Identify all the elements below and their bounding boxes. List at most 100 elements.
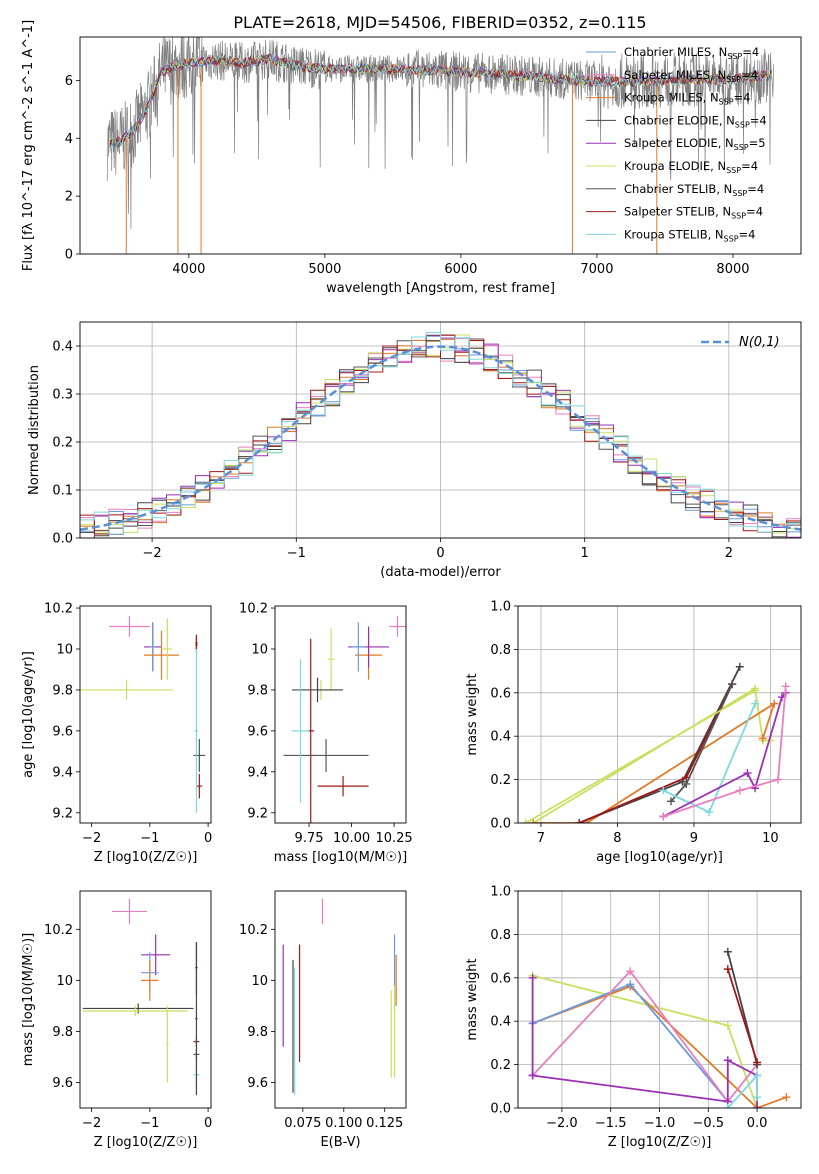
y-axis-label: age [log10(age/yr)] [21,651,36,778]
y-tick-label: 9.2 [247,806,268,821]
axes-mass_weight_vs_Z: −2.0 −1.5 −1.0 −0.5 0.0 0.0 0.2 0.4 0.6 0.8 1.0 Z [… [465,885,802,1150]
y-tick-label: 10 [56,974,73,989]
x-tick-label: 1 [581,546,589,561]
series-marker-salpeter_elodie [723,1056,732,1065]
y-tick-label: 0.2 [52,436,73,451]
legend-label-chabrier_stelib: Chabrier STELIB, NSSP=4 [624,182,764,198]
legend-label-salpeter_miles: Salpeter MILES, NSSP=4 [624,68,758,84]
x-axis-label: E(B-V) [320,1135,360,1150]
x-tick-label: 10 [762,831,779,846]
y-tick-label: 0.6 [490,971,511,986]
x-axis-label: Z [log10(Z/Z☉)] [94,1135,198,1150]
x-tick-label: 0.075 [284,1116,321,1131]
plot-area-age_vs_Z [80,616,206,813]
legend-label-chabrier_elodie: Chabrier ELODIE, NSSP=4 [624,113,767,129]
y-axis-label: Flux [fλ 10^-17 erg cm^-2 s^-1 A^-1] [21,20,36,271]
y-tick-label: 9.8 [52,683,73,698]
series-line-salpeter_miles [663,686,787,818]
x-tick-label: 6000 [444,262,477,277]
y-tick-label: 10 [251,974,268,989]
x-axis-label: Z [log10(Z/Z☉)] [94,850,198,865]
series-marker-kroupa_elodie [521,819,530,823]
y-tick-label: 0.0 [52,532,73,547]
y-tick-label: 0.6 [490,686,511,701]
y-tick-label: 6 [65,74,73,89]
x-tick-label: −2 [82,1116,101,1131]
legend-label-kroupa_miles: Kroupa MILES, NSSP=4 [624,91,750,107]
axes-frame [517,605,802,824]
series-marker-chabrier_miles [626,980,635,989]
axes-age_vs_mass: 9.75 10.00 10.25 9.2 9.4 9.6 9.8 10 10.2 mass [lo… [239,602,413,865]
series-marker-chabrier_stelib [728,680,737,689]
x-tick-label: 0 [436,546,444,561]
series-marker-chabrier_stelib [666,797,675,806]
series-marker-kroupa_stelib [659,786,668,795]
plot-area-mass_vs_Z [82,898,200,1096]
series-marker-salpeter_elodie [743,769,752,778]
model-spectrum-chabrier_stelib [109,52,772,147]
y-tick-label: 1.0 [490,885,511,900]
y-axis-label: Normed distribution [27,365,42,495]
axes-mass_vs_Z: −2 −1 0 9.6 9.8 10 10.2 Z [log10(Z/Z☉)] mass [lo… [21,890,212,1150]
series-line-kroupa_elodie [532,974,758,1108]
y-tick-label: 9.8 [247,1025,268,1040]
model-spectrum-kroupa_stelib [109,54,772,149]
x-tick-label: 5000 [308,262,341,277]
axes-age_vs_Z: −2 −1 0 9.2 9.4 9.6 9.8 10 10.2 Z [log10(Z/Z☉)] ag… [21,602,212,865]
y-tick-label: 10.2 [44,602,73,617]
x-tick-label: 0.100 [325,1116,362,1131]
x-tick-label: −1.0 [644,1116,676,1131]
axes-frame [79,890,212,1109]
x-tick-label: 8 [613,831,621,846]
y-tick-label: 4 [65,132,73,147]
plot-area-spectrum [106,37,775,254]
series-marker-kroupa_miles [758,734,767,743]
x-tick-label: 0.0 [747,1116,768,1131]
axes-mass_weight_vs_age: 7 8 9 10 0.0 0.2 0.4 0.6 0.8 1.0 age [log10(age/yr… [465,600,802,865]
series-marker-salpeter_miles [659,812,668,821]
plot-area-mass_weight_vs_age [521,662,790,823]
x-tick-label: 0 [204,831,212,846]
y-tick-label: 10 [251,642,268,657]
axes-residuals: −2 −1 0 1 2 0.0 0.1 0.2 0.3 0.4 (data-model)/error… [27,321,802,580]
y-tick-label: 0.8 [490,643,511,658]
x-axis-label: wavelength [Angstrom, rest frame] [326,281,555,296]
y-tick-label: 0.4 [490,730,511,745]
y-tick-label: 10.2 [239,602,268,617]
y-tick-label: 9.6 [247,724,268,739]
plot-area-mass_weight_vs_Z [528,947,791,1108]
series-marker-salpeter_stelib [753,1058,762,1067]
series-line-kroupa_stelib [662,703,756,814]
y-tick-label: 0 [65,248,73,263]
y-axis-label: mass weight [465,958,480,1040]
axes-frame [79,321,802,539]
axes-frame [79,36,802,255]
series-marker-salpeter_stelib [575,819,584,823]
series-marker-kroupa_stelib [705,808,714,817]
x-tick-label: −1.5 [595,1116,627,1131]
y-tick-label: 0.8 [490,928,511,943]
series-marker-salpeter_miles [774,775,783,784]
legend-label-kroupa_elodie: Kroupa ELODIE, NSSP=4 [624,159,758,175]
y-tick-label: 9.4 [247,765,268,780]
y-tick-label: 0.2 [490,773,511,788]
x-axis-label: age [log10(age/yr)] [596,850,723,865]
x-tick-label: 4000 [172,262,205,277]
series-marker-chabrier_elodie [723,947,732,956]
y-tick-label: 9.6 [247,1076,268,1091]
data-spectrum [106,37,775,229]
series-marker-kroupa_elodie [751,686,760,695]
x-tick-label: −1 [140,831,159,846]
axes-mass_vs_ebv: 0.075 0.100 0.125 9.6 9.8 10 10.2 E(B-V) [239,890,407,1150]
series-line-salpeter_elodie [662,692,787,818]
series-line-salpeter_stelib [578,683,734,823]
series-marker-kroupa_elodie [723,1021,732,1030]
gaussian-curve [80,345,801,531]
legend-label-kroupa_stelib: Kroupa STELIB, NSSP=4 [624,227,755,243]
x-tick-label: 7 [537,831,545,846]
y-tick-label: 9.2 [52,806,73,821]
y-tick-label: 10.2 [44,923,73,938]
y-tick-label: 9.4 [52,765,73,780]
series-marker-salpeter_miles [781,682,790,691]
